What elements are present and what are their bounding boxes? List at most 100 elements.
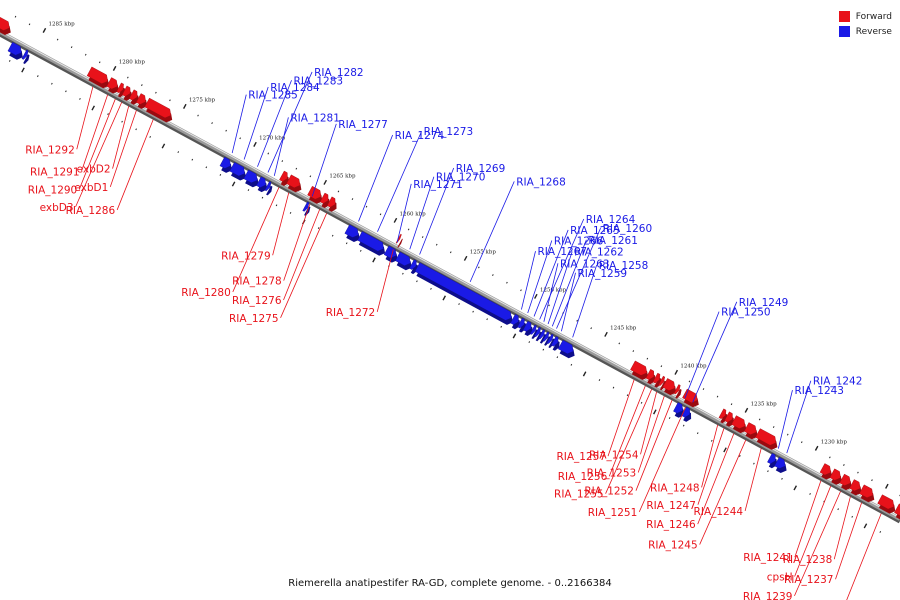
minor-tick-1281-upper (98, 61, 101, 64)
label-ria-1260-leader (556, 227, 601, 329)
legend-item-forward: Forward (838, 9, 892, 24)
gene-ria-1262 (538, 329, 547, 344)
label-ria-1278: RIA_1278 (232, 276, 282, 288)
legend-swatch-forward (838, 11, 850, 22)
label-ria-1256: RIA_1256 (558, 471, 608, 483)
label-ria-1249-leader (692, 301, 738, 403)
gene-ria-1276-face (319, 192, 329, 204)
tick-label-1245: 1245 kbp (610, 325, 637, 331)
minor-tick-1243-lower (612, 386, 615, 389)
label-ria-1259-leader (561, 272, 576, 332)
gene-exbd2-face (128, 89, 138, 101)
minor-tick-1246-lower (570, 363, 573, 366)
major-tick-1255-lower (442, 295, 447, 301)
gene-ria-1238 (849, 479, 862, 496)
minor-tick-1258-lower (402, 272, 404, 275)
major-tick-1280-upper (112, 65, 117, 71)
gene-ria-1267-face (510, 313, 519, 325)
gene-ria-1275 (326, 196, 337, 212)
gene-ria-1264 (529, 324, 538, 339)
label-ria-1257: RIA_1257 (556, 451, 606, 463)
label-ria-1292-leader (76, 86, 94, 150)
label-ria-1241: RIA_1241 (743, 552, 793, 564)
label-ria-1246: RIA_1246 (646, 519, 696, 531)
minor-tick-1237-upper (716, 395, 719, 398)
minor-tick-1263-upper (351, 198, 354, 201)
gene-cpsh (829, 468, 842, 485)
minor-tick-1271-lower (219, 173, 222, 176)
gene-ria-1281-side (266, 185, 273, 196)
minor-tick-1248-lower (542, 348, 545, 351)
minor-tick-1284-upper (56, 38, 59, 41)
gene-ria-1257 (630, 360, 649, 380)
gene-ria-1285 (219, 156, 232, 173)
minor-tick-1232-upper (786, 433, 789, 436)
gene-ria-1270-face (395, 251, 411, 266)
major-tick-1240-lower (653, 409, 657, 415)
gene-exbd1 (135, 93, 147, 109)
minor-tick-1278-lower (121, 120, 123, 123)
minor-tick-1233-upper (772, 426, 775, 428)
tick-label-1275: 1275 kbp (189, 97, 216, 103)
label-ria-1261: RIA_1261 (588, 235, 638, 247)
minor-tick-1236-upper (730, 403, 733, 406)
minor-tick-1286-lower (8, 59, 11, 62)
minor-tick-1256-lower (430, 287, 432, 290)
gene-ria-1268-face (414, 262, 512, 321)
gene-ria-1273 (357, 231, 386, 256)
minor-tick-1279-upper (127, 76, 129, 79)
minor-tick-1239-upper (688, 380, 691, 383)
minor-tick-1287-upper (14, 15, 17, 18)
minor-tick-1261-lower (359, 249, 362, 252)
label-ria-1286: RIA_1286 (66, 205, 116, 217)
label-ria-1241-leader (794, 480, 822, 558)
label-ria-1269-leader (419, 167, 455, 255)
gene-ria-1268 (414, 262, 513, 325)
label-ria-1285: RIA_1285 (248, 90, 298, 102)
label-ria-1243-leader (777, 390, 793, 449)
label-ria-1265-leader (533, 229, 569, 317)
gene-ria-1256-face (645, 369, 655, 381)
label-ria-1275-leader (280, 213, 328, 318)
gene-ria-1239 (839, 473, 852, 491)
label-ria-1262-leader (547, 251, 573, 325)
gene-ria-1255-face (652, 372, 661, 384)
gene-ria-1261 (542, 331, 551, 346)
minor-tick-1283-upper (70, 46, 73, 49)
label-ria-1252-leader (635, 400, 673, 491)
minor-tick-1268-lower (261, 196, 264, 199)
label-ria-1291-leader (81, 94, 108, 172)
label-ria-1253: RIA_1253 (587, 468, 637, 480)
minor-tick-1256-upper (449, 251, 452, 254)
label-ria-1247: RIA_1247 (646, 500, 696, 512)
minor-tick-1247-lower (556, 356, 559, 359)
gene-ria-1274-face (344, 224, 359, 238)
label-ria-1282-leader (267, 71, 313, 173)
gene-ria-1242 (774, 456, 787, 473)
label-ria-1254-leader (640, 391, 657, 455)
gene-ria-1254-face (658, 375, 666, 387)
label-ria-1243: RIA_1243 (794, 385, 844, 397)
minor-tick-1252-upper (506, 281, 508, 284)
minor-tick-1243-upper (632, 350, 635, 352)
gene-ria-1254-side (659, 380, 667, 391)
label-ria-1292: RIA_1292 (25, 144, 75, 156)
minor-tick-1234-upper (758, 418, 761, 421)
label-ria-1264: RIA_1264 (586, 214, 636, 226)
gene-ria-1292 (86, 66, 110, 89)
gene-ria-1290-face (116, 82, 124, 94)
minor-tick-1226-upper (871, 479, 873, 482)
label-ria-1244: RIA_1244 (694, 506, 744, 518)
minor-tick-1242-upper (646, 357, 649, 360)
minor-tick-1269-lower (247, 189, 250, 192)
label-ria-1258: RIA_1258 (599, 260, 649, 272)
minor-tick-1227-upper (857, 471, 859, 474)
minor-tick-1258-upper (421, 236, 424, 239)
gene-ria-1253 (662, 378, 677, 396)
gene-labels: RIA_1292 RIA_1291 RIA_1290 exbD3 exbD2 exbD1 R… (25, 67, 882, 600)
major-tick-1275-upper (183, 103, 187, 109)
gene-ria-1237-face (859, 484, 874, 498)
label-ria-1247-leader (697, 428, 725, 505)
label-ria-1236: RIA_1236 (794, 599, 844, 600)
label-ria-1277: RIA_1277 (338, 119, 388, 131)
